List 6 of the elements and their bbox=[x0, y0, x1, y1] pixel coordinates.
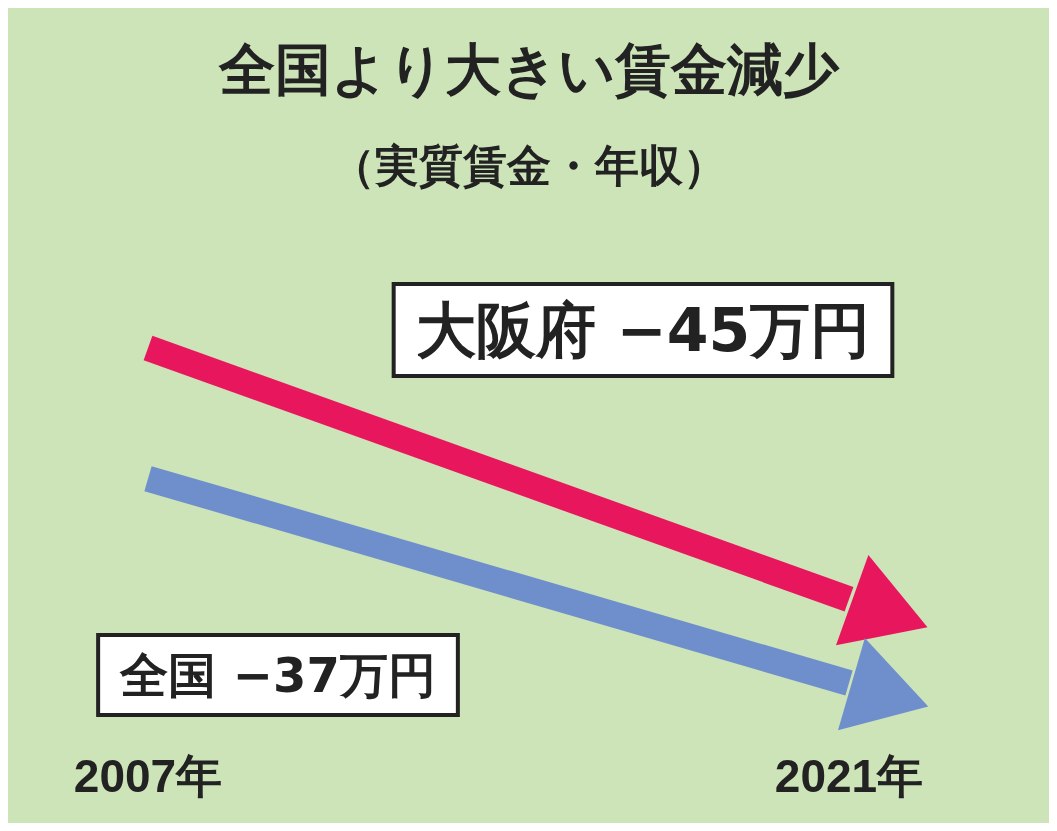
x-tick-label: 2021年 bbox=[774, 750, 924, 802]
chart-subtitle: （実質賃金・年収） bbox=[330, 139, 727, 191]
series-label: 大阪府 −45万円 bbox=[415, 295, 871, 365]
series-label: 全国 −37万円 bbox=[119, 647, 436, 703]
x-tick-label: 2007年 bbox=[73, 750, 223, 802]
chart-title: 全国より大きい賃金減少 bbox=[217, 36, 840, 102]
